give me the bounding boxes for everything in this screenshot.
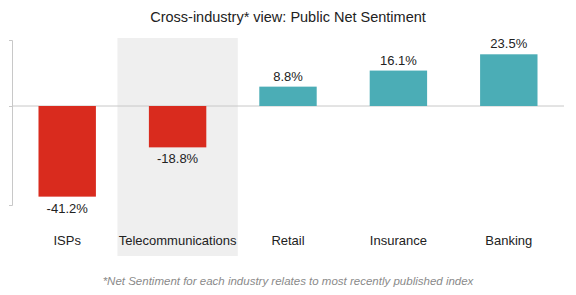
x-tick-label: Retail — [271, 233, 304, 248]
bar — [259, 87, 316, 106]
x-tick: ISPs — [53, 233, 81, 248]
footnote: *Net Sentiment for each industry relates… — [103, 275, 475, 287]
y-tick — [9, 106, 12, 107]
data-labels: -41.2% -18.8% 8.8% 16.1% 23.5% — [47, 36, 528, 215]
x-tick-label: Insurance — [370, 233, 427, 248]
bars — [38, 54, 537, 196]
data-label: 16.1% — [380, 53, 417, 68]
y-axis-line — [9, 41, 13, 206]
y-tick-mark — [9, 106, 12, 107]
x-tick: Insurance — [370, 233, 427, 248]
x-tick-label: Banking — [485, 233, 532, 248]
data-label: 23.5% — [490, 36, 527, 51]
y-axis — [9, 41, 13, 206]
x-tick-label: ISPs — [53, 233, 81, 248]
data-label: 8.8% — [273, 69, 303, 84]
x-tick: Telecommunications — [119, 233, 237, 248]
bar — [38, 106, 95, 197]
x-tick-label: Telecommunications — [119, 233, 237, 248]
bar — [370, 71, 427, 106]
x-tick: Retail — [271, 233, 304, 248]
highlight-panel — [117, 38, 237, 256]
data-label: -18.8% — [157, 151, 199, 166]
data-label: -41.2% — [47, 201, 89, 216]
bar — [149, 106, 206, 147]
title: Cross-industry* view: Public Net Sentime… — [150, 9, 426, 25]
bar — [480, 54, 537, 106]
x-tick: Banking — [485, 233, 532, 248]
chart: Cross-industry* view: Public Net Sentime… — [0, 0, 576, 295]
x-axis: ISPs Telecommunications Retail Insurance Ban… — [13, 233, 565, 249]
